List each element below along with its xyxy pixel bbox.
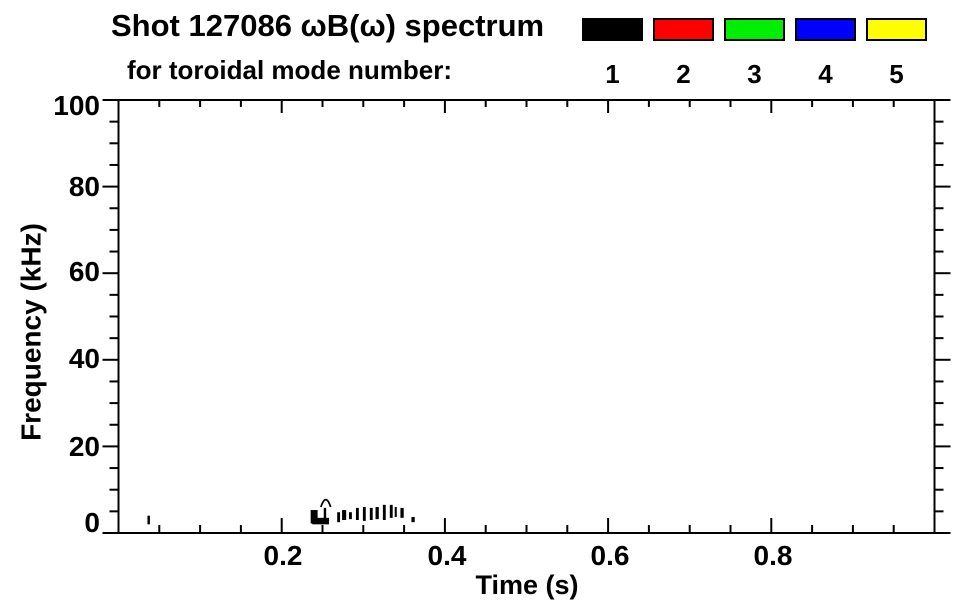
data-mark bbox=[323, 507, 327, 524]
data-mark bbox=[411, 516, 415, 523]
xtick-label-0-2: 0.2 bbox=[263, 540, 303, 571]
data-mark bbox=[147, 515, 150, 525]
legend-swatch-mode1-black bbox=[582, 18, 643, 41]
ytick-label-60: 60 bbox=[68, 256, 100, 287]
data-mark bbox=[389, 504, 393, 518]
data-mark-arc bbox=[320, 498, 332, 508]
data-mark bbox=[337, 512, 341, 523]
legend-label-mode4: 4 bbox=[818, 59, 833, 89]
x-axis-title: Time (s) bbox=[475, 570, 579, 600]
data-mark bbox=[312, 517, 330, 525]
legend-label-mode5: 5 bbox=[889, 59, 904, 89]
legend-swatch-mode3-green bbox=[724, 18, 785, 41]
xtick-label-0-6: 0.6 bbox=[590, 540, 630, 571]
data-mark bbox=[355, 507, 359, 521]
data-mark bbox=[349, 512, 352, 520]
legend-swatch-mode4-blue bbox=[795, 18, 856, 41]
data-mark bbox=[369, 507, 373, 521]
chart-title-line1: Shot 127086 ωB(ω) spectrum bbox=[111, 8, 545, 43]
xtick-label-0-4: 0.4 bbox=[427, 540, 467, 571]
legend-swatch-mode2-red bbox=[653, 18, 714, 41]
legend-label-mode3: 3 bbox=[747, 59, 762, 89]
chart-title-line2: for toroidal mode number: bbox=[127, 55, 452, 85]
ytick-label-0: 0 bbox=[84, 507, 100, 538]
data-mark bbox=[394, 507, 397, 517]
data-mark bbox=[400, 507, 404, 518]
ytick-label-40: 40 bbox=[68, 343, 100, 374]
data-mark bbox=[310, 510, 318, 524]
ytick-label-80: 80 bbox=[68, 171, 100, 202]
legend-label-mode1: 1 bbox=[605, 59, 620, 89]
ytick-label-20: 20 bbox=[68, 431, 100, 462]
legend-label-mode2: 2 bbox=[676, 59, 691, 89]
data-mark bbox=[382, 504, 386, 521]
legend-swatch-mode5-yellow bbox=[866, 18, 927, 41]
xtick-label-0-8: 0.8 bbox=[753, 540, 793, 571]
legend-swatches bbox=[582, 18, 937, 41]
data-mark bbox=[342, 510, 347, 521]
legend-mode-numbers: 1 2 3 4 5 bbox=[582, 59, 937, 90]
data-mark bbox=[375, 507, 379, 520]
ytick-label-100: 100 bbox=[53, 90, 100, 121]
data-mark bbox=[362, 507, 366, 521]
